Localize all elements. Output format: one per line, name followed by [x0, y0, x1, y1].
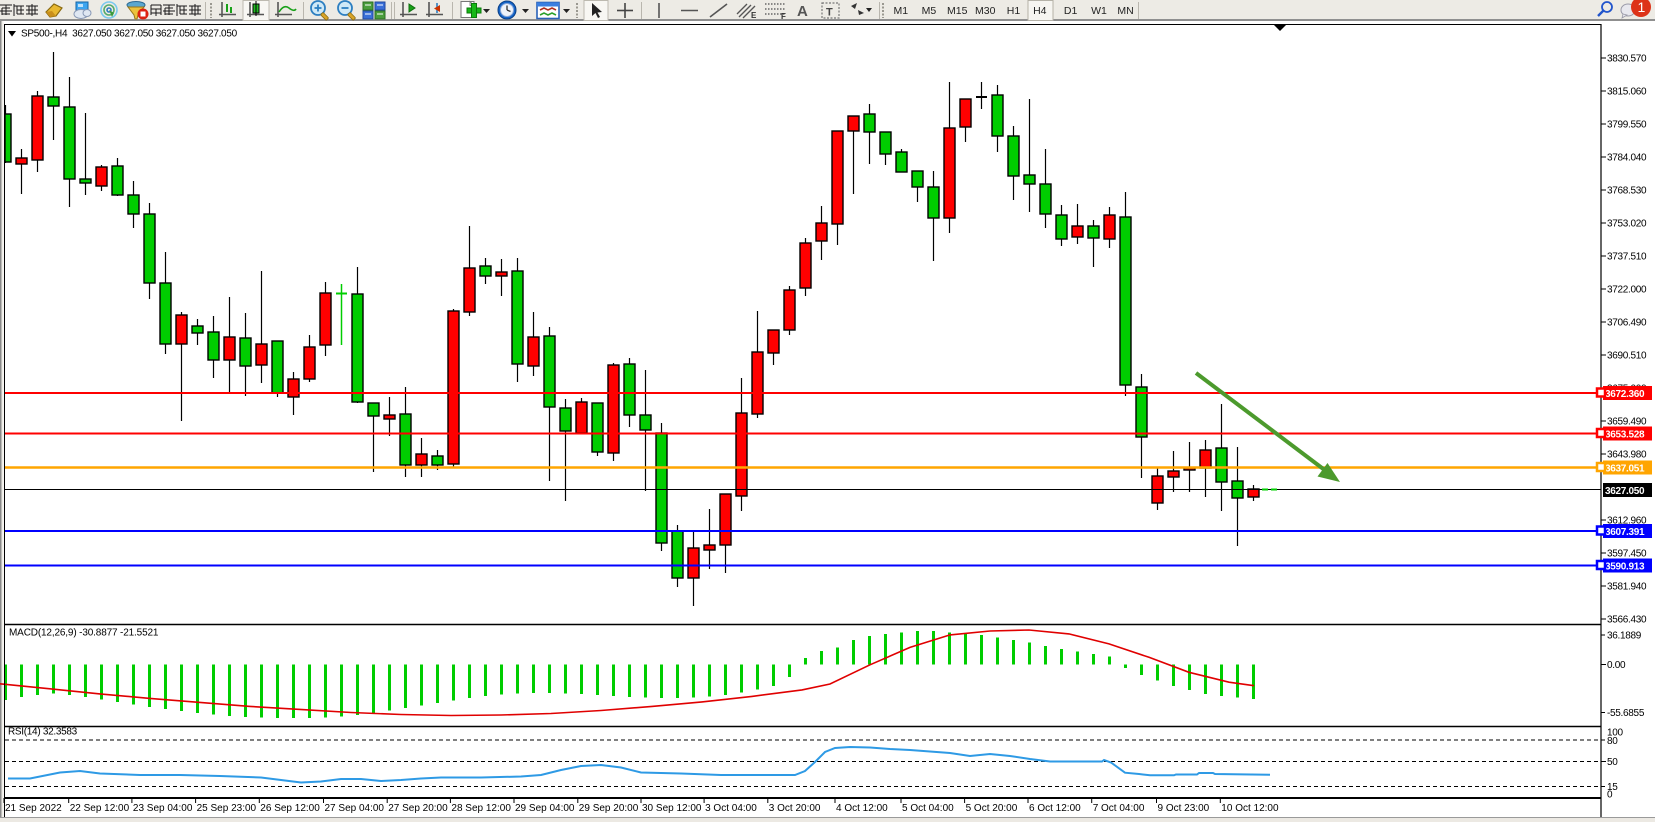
- svg-text:3737.510: 3737.510: [1607, 252, 1647, 263]
- svg-text:3672.360: 3672.360: [1605, 389, 1645, 400]
- svg-text:1: 1: [1638, 0, 1646, 15]
- svg-text:5 Oct 04:00: 5 Oct 04:00: [902, 803, 954, 814]
- svg-text:26 Sep 12:00: 26 Sep 12:00: [260, 803, 320, 814]
- svg-text:3 Oct 20:00: 3 Oct 20:00: [769, 803, 821, 814]
- svg-text:3768.530: 3768.530: [1607, 186, 1647, 197]
- svg-text:3590.913: 3590.913: [1605, 562, 1645, 573]
- svg-text:3 Oct 04:00: 3 Oct 04:00: [705, 803, 757, 814]
- svg-text:M30: M30: [975, 5, 996, 17]
- svg-text:28 Sep 12:00: 28 Sep 12:00: [451, 803, 511, 814]
- svg-text:M15: M15: [947, 5, 968, 17]
- svg-text:H1: H1: [1007, 5, 1021, 17]
- svg-text:MN: MN: [1117, 5, 1133, 17]
- svg-text:36.1889: 36.1889: [1607, 631, 1642, 642]
- svg-text:29 Sep 20:00: 29 Sep 20:00: [579, 803, 639, 814]
- svg-text:80: 80: [1607, 736, 1618, 747]
- svg-text:3722.000: 3722.000: [1607, 285, 1647, 296]
- svg-text:4 Oct 12:00: 4 Oct 12:00: [836, 803, 888, 814]
- svg-text:3784.040: 3784.040: [1607, 153, 1647, 164]
- svg-text:-55.6855: -55.6855: [1607, 708, 1645, 719]
- svg-text:23 Sep 04:00: 23 Sep 04:00: [133, 803, 193, 814]
- svg-text:D1: D1: [1064, 5, 1078, 17]
- svg-text:F: F: [781, 12, 786, 21]
- svg-text:3612.960: 3612.960: [1607, 516, 1647, 527]
- svg-text:3643.980: 3643.980: [1607, 450, 1647, 461]
- svg-text:3581.940: 3581.940: [1607, 582, 1647, 593]
- svg-text:0.00: 0.00: [1607, 660, 1626, 671]
- svg-text:MACD(12,26,9) -30.8877 -21.552: MACD(12,26,9) -30.8877 -21.5521: [9, 628, 159, 639]
- svg-text:RSI(14) 32.3583: RSI(14) 32.3583: [8, 727, 78, 738]
- svg-text:3607.391: 3607.391: [1605, 527, 1645, 538]
- svg-text:H4: H4: [1033, 5, 1047, 17]
- svg-text:27 Sep 20:00: 27 Sep 20:00: [388, 803, 448, 814]
- svg-text:3830.570: 3830.570: [1607, 54, 1647, 65]
- svg-text:6 Oct 12:00: 6 Oct 12:00: [1029, 803, 1081, 814]
- svg-text:3815.060: 3815.060: [1607, 87, 1647, 98]
- svg-text:0: 0: [1607, 790, 1613, 801]
- svg-text:15: 15: [1607, 782, 1618, 793]
- svg-text:10 Oct 12:00: 10 Oct 12:00: [1221, 803, 1279, 814]
- svg-text:5 Oct 20:00: 5 Oct 20:00: [966, 803, 1018, 814]
- svg-text:50: 50: [1607, 757, 1618, 768]
- svg-text:29 Sep 04:00: 29 Sep 04:00: [515, 803, 575, 814]
- svg-text:7 Oct 04:00: 7 Oct 04:00: [1093, 803, 1145, 814]
- svg-text:3799.550: 3799.550: [1607, 120, 1647, 131]
- svg-text:M5: M5: [922, 5, 937, 17]
- svg-text:27 Sep 04:00: 27 Sep 04:00: [325, 803, 385, 814]
- svg-text:A: A: [797, 3, 808, 20]
- svg-text:25 Sep 23:00: 25 Sep 23:00: [197, 803, 257, 814]
- svg-text:3690.510: 3690.510: [1607, 351, 1647, 362]
- svg-text:E: E: [751, 11, 757, 20]
- svg-text:22 Sep 12:00: 22 Sep 12:00: [70, 803, 130, 814]
- svg-text:9 Oct 23:00: 9 Oct 23:00: [1158, 803, 1210, 814]
- svg-text:3597.450: 3597.450: [1607, 549, 1647, 560]
- svg-text:M1: M1: [894, 5, 909, 17]
- svg-text:3653.528: 3653.528: [1605, 430, 1645, 441]
- svg-text:21 Sep 2022: 21 Sep 2022: [5, 803, 62, 814]
- svg-text:30 Sep 12:00: 30 Sep 12:00: [642, 803, 702, 814]
- svg-text:3706.490: 3706.490: [1607, 318, 1647, 329]
- svg-text:3566.430: 3566.430: [1607, 615, 1647, 626]
- svg-text:3659.490: 3659.490: [1607, 417, 1647, 428]
- svg-text:3627.050: 3627.050: [1605, 486, 1645, 497]
- svg-text:W1: W1: [1091, 5, 1107, 17]
- svg-text:T: T: [826, 7, 833, 19]
- svg-text:100: 100: [1607, 728, 1624, 739]
- svg-text:SP500-,H4 3627.050 3627.050 3: SP500-,H4 3627.050 3627.050 3627.050 362…: [21, 29, 238, 40]
- svg-text:3637.051: 3637.051: [1605, 464, 1645, 475]
- svg-text:3753.020: 3753.020: [1607, 219, 1647, 230]
